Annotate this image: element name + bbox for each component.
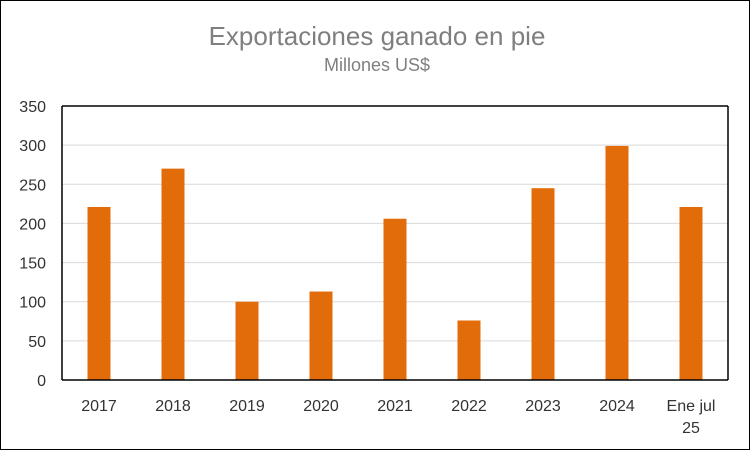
x-tick-label: 2017	[81, 398, 117, 415]
bar-ene-jul-25	[679, 206, 703, 380]
bar-2020	[309, 291, 333, 380]
y-tick-label: 250	[19, 177, 46, 194]
bar-2021	[383, 218, 407, 380]
y-tick-label: 200	[19, 216, 46, 233]
bar-2019	[235, 301, 259, 380]
y-tick-label: 50	[28, 334, 46, 351]
bar-2022	[457, 320, 481, 380]
x-tick-label: 2020	[303, 398, 339, 415]
y-tick-label: 150	[19, 256, 46, 273]
x-tick-label: 2019	[229, 398, 265, 415]
bar-2018	[161, 168, 185, 380]
x-tick-label: 25	[682, 420, 700, 437]
x-tick-label: 2022	[451, 398, 487, 415]
y-tick-label: 300	[19, 138, 46, 155]
x-tick-label: 2021	[377, 398, 413, 415]
x-tick-label: 2018	[155, 398, 191, 415]
y-tick-label: 100	[19, 295, 46, 312]
chart-title: Exportaciones ganado en pie	[208, 21, 546, 51]
x-tick-label: Ene jul	[667, 398, 716, 415]
y-tick-label: 0	[37, 373, 46, 390]
bar-2024	[605, 145, 629, 380]
bar-2023	[531, 188, 555, 380]
bar-2017	[87, 206, 111, 380]
x-tick-label: 2024	[599, 398, 635, 415]
y-tick-label: 350	[19, 99, 46, 116]
x-tick-label: 2023	[525, 398, 561, 415]
chart-subtitle: Millones US$	[323, 55, 431, 75]
